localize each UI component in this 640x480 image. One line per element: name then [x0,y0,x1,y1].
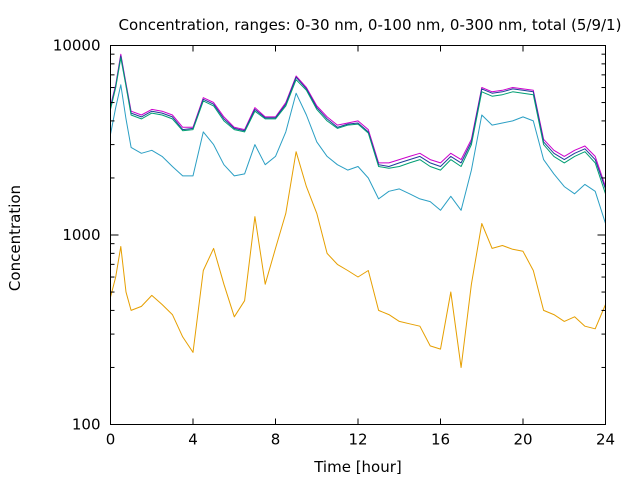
x-tick-label: 24 [596,431,615,449]
x-axis-label: Time [hour] [313,458,402,476]
y-tick-label: 1000 [62,226,100,244]
y-tick-label: 10000 [53,37,101,55]
series-layer [110,53,606,368]
ticks-layer: 0 4 8 12 16 20 24 100 1000 10000 [53,37,615,449]
series-line-5 [110,151,606,368]
x-tick-label: 16 [431,431,450,449]
y-axis-label: Concentration [6,185,24,291]
chart-title: Concentration, ranges: 0-30 nm, 0-100 nm… [119,16,622,34]
series-line-3 [110,57,606,194]
series-line-1 [110,53,606,187]
x-tick-label: 12 [348,431,367,449]
x-tick-label: 20 [513,431,532,449]
series-line-4 [110,84,606,224]
y-tick-label: 100 [72,416,101,434]
x-tick-label: 0 [106,431,116,449]
x-tick-label: 4 [188,431,198,449]
x-tick-label: 8 [271,431,281,449]
series-line-2 [110,55,606,190]
plot-frame [110,45,606,425]
